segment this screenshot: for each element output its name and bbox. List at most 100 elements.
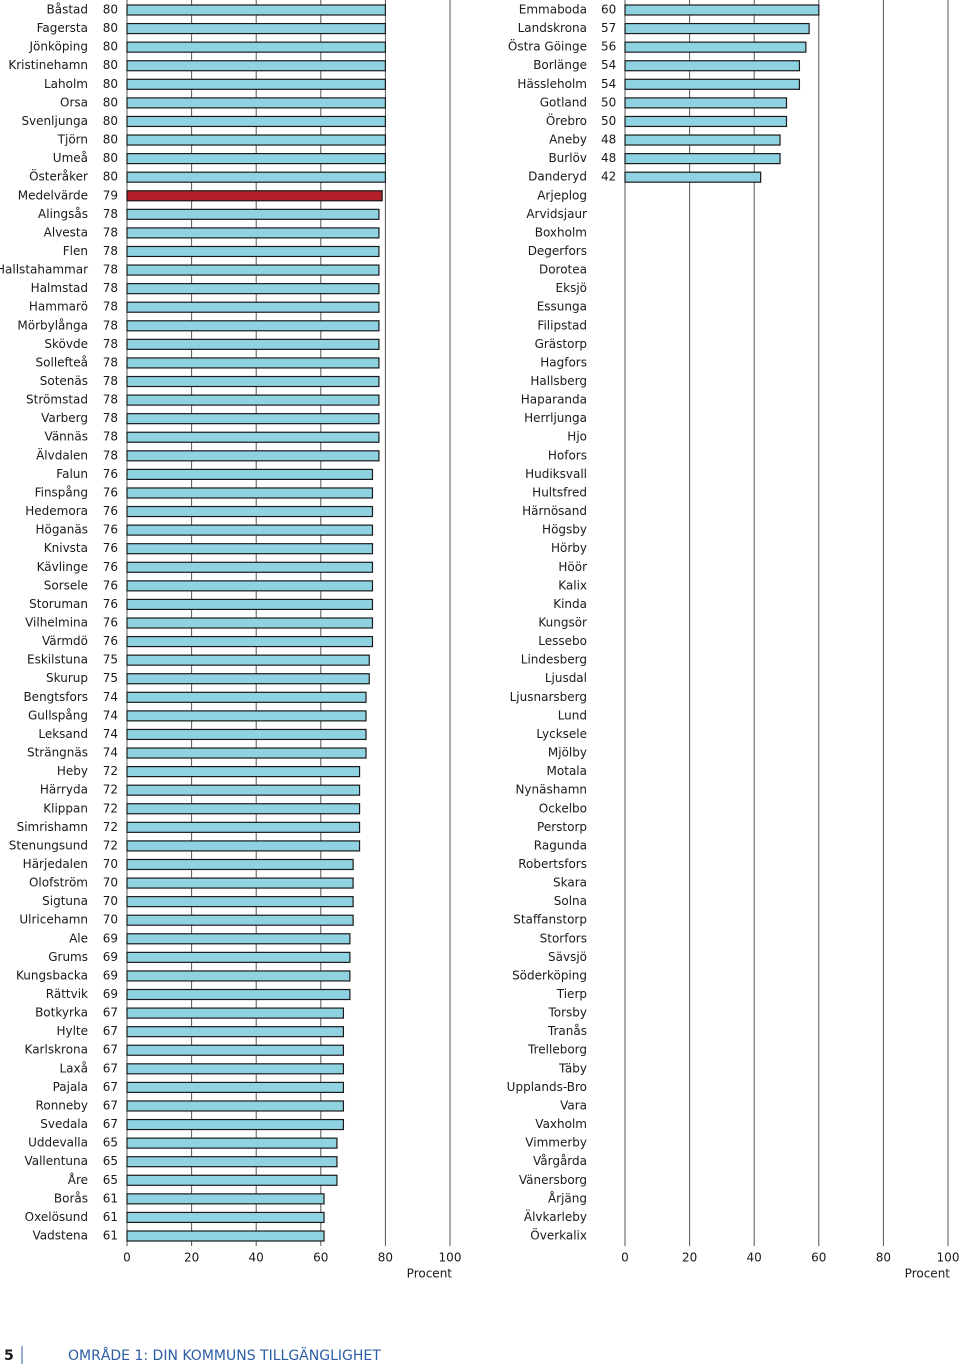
x-tick-label: 80 [876, 1251, 891, 1265]
x-tick-label: 60 [313, 1251, 328, 1265]
bar [126, 1063, 345, 1075]
value-label: 78 [103, 448, 118, 462]
value-label: 54 [601, 58, 616, 72]
category-label: Östra Göinge [508, 38, 587, 54]
bar [624, 97, 788, 109]
value-label: 67 [103, 1043, 118, 1057]
value-label: 76 [103, 541, 118, 555]
value-label: 67 [103, 1117, 118, 1131]
category-label: Degerfors [528, 244, 587, 258]
category-label: Hultsfred [532, 485, 587, 499]
value-label: 76 [103, 616, 118, 630]
value-label: 57 [601, 21, 616, 35]
bar [126, 896, 354, 908]
category-label: Mörbylånga [17, 318, 88, 332]
value-label: 70 [103, 857, 118, 871]
category-label: Strömstad [26, 393, 88, 407]
x-tick-label: 80 [378, 1251, 393, 1265]
value-label: 76 [103, 467, 118, 481]
x-tick-label: 0 [621, 1251, 629, 1265]
value-label: 80 [103, 58, 118, 72]
bar [126, 1081, 345, 1093]
bar [126, 338, 380, 350]
x-tick-label: 100 [937, 1251, 960, 1265]
category-label: Landskrona [518, 21, 587, 35]
category-label: Svedala [40, 1117, 88, 1131]
value-label: 78 [103, 281, 118, 295]
category-label: Älvdalen [36, 447, 88, 462]
bar [126, 1100, 345, 1112]
category-label: Gullspång [28, 708, 88, 722]
category-label: Sotenäs [40, 374, 88, 388]
bar [126, 1007, 345, 1019]
bar [126, 1193, 325, 1205]
value-label: 65 [103, 1136, 118, 1150]
bar [126, 1137, 338, 1149]
category-label: Essunga [537, 300, 587, 314]
category-label: Härjedalen [23, 857, 88, 871]
value-label: 78 [103, 411, 118, 425]
value-label: 78 [103, 337, 118, 351]
category-label: Hallsberg [530, 374, 587, 388]
bar [126, 635, 374, 648]
bar [126, 245, 380, 258]
value-label: 75 [103, 671, 118, 685]
bar [126, 190, 383, 202]
value-label: 54 [601, 77, 616, 91]
category-label: Ronneby [36, 1098, 88, 1112]
bar [126, 171, 386, 183]
category-label: Ljusnarsberg [510, 690, 587, 704]
bar [126, 524, 374, 536]
bar [126, 320, 380, 332]
category-label: Skövde [44, 337, 88, 351]
category-label: Leksand [38, 727, 88, 741]
category-label: Aneby [549, 133, 587, 147]
category-label: Laholm [44, 77, 88, 91]
category-label: Skara [553, 876, 587, 890]
category-label: Storuman [29, 597, 88, 611]
bar [624, 22, 810, 35]
value-label: 76 [103, 578, 118, 592]
category-label: Sigtuna [42, 894, 88, 908]
bar [126, 543, 374, 555]
category-label: Vännäs [45, 430, 88, 444]
category-label: Varberg [41, 411, 88, 425]
category-label: Tranås [547, 1024, 587, 1038]
category-label: Borås [54, 1191, 88, 1205]
category-label: Emmaboda [519, 3, 587, 17]
category-label: Årjäng [548, 1190, 587, 1205]
category-label: Storfors [540, 931, 587, 945]
category-label: Kungsör [538, 616, 587, 630]
category-label: Kävlinge [37, 560, 88, 574]
bar [126, 840, 361, 852]
category-label: Vimmerby [525, 1136, 587, 1150]
category-label: Laxå [60, 1061, 89, 1075]
bar [126, 283, 380, 295]
value-label: 78 [103, 374, 118, 388]
category-label: Ale [69, 931, 88, 945]
value-label: 78 [103, 318, 118, 332]
category-label: Vara [560, 1098, 587, 1112]
category-label: Eskilstuna [27, 653, 88, 667]
category-label: Lund [558, 708, 587, 722]
value-label: 80 [103, 77, 118, 91]
category-label: Tierp [556, 987, 587, 1001]
bar [126, 208, 380, 220]
bar [126, 598, 374, 611]
category-label: Simrishamn [17, 820, 88, 834]
bar [126, 747, 367, 759]
category-label: Knivsta [44, 541, 88, 555]
value-label: 72 [103, 783, 118, 797]
category-label: Arjeplog [537, 188, 587, 202]
category-label: Älvkarleby [524, 1209, 587, 1224]
bar [126, 691, 367, 703]
category-label: Vilhelmina [25, 616, 88, 630]
value-label: 69 [103, 968, 118, 982]
bar [126, 988, 351, 1001]
category-label: Vadstena [32, 1229, 88, 1243]
bar [624, 78, 801, 90]
bar [126, 413, 380, 425]
category-label: Lindesberg [521, 653, 587, 667]
bar [126, 1156, 338, 1168]
category-label: Boxholm [535, 225, 587, 239]
